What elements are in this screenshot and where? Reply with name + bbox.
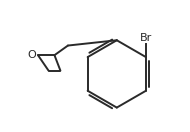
Text: O: O: [27, 50, 36, 60]
Text: Br: Br: [140, 33, 152, 43]
